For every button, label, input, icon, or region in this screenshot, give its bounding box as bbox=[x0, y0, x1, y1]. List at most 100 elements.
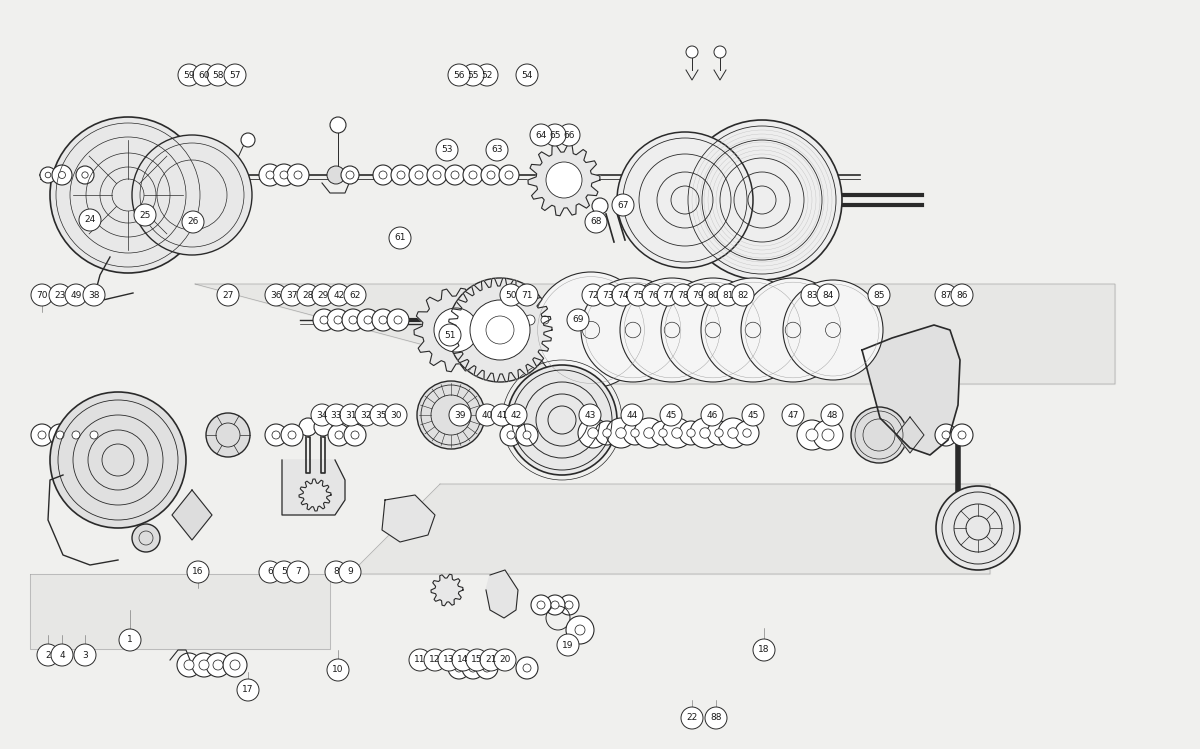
Text: 38: 38 bbox=[89, 291, 100, 300]
Text: 19: 19 bbox=[563, 640, 574, 649]
Circle shape bbox=[334, 316, 342, 324]
Circle shape bbox=[500, 424, 522, 446]
Circle shape bbox=[952, 284, 973, 306]
Circle shape bbox=[505, 171, 514, 179]
Circle shape bbox=[274, 164, 295, 186]
Text: 16: 16 bbox=[192, 568, 204, 577]
Text: 9: 9 bbox=[347, 568, 353, 577]
Text: 18: 18 bbox=[758, 646, 769, 655]
Circle shape bbox=[558, 124, 580, 146]
Circle shape bbox=[625, 322, 641, 338]
Text: 31: 31 bbox=[346, 410, 356, 419]
Circle shape bbox=[782, 404, 804, 426]
Circle shape bbox=[223, 653, 247, 677]
Text: 6: 6 bbox=[268, 568, 272, 577]
Text: 45: 45 bbox=[665, 410, 677, 419]
Circle shape bbox=[340, 404, 362, 426]
Circle shape bbox=[715, 428, 724, 437]
Circle shape bbox=[606, 418, 636, 448]
Circle shape bbox=[418, 381, 485, 449]
Circle shape bbox=[49, 424, 71, 446]
Circle shape bbox=[481, 165, 502, 185]
Circle shape bbox=[206, 653, 230, 677]
Circle shape bbox=[391, 165, 410, 185]
Text: 58: 58 bbox=[212, 70, 223, 79]
Circle shape bbox=[707, 421, 731, 445]
Circle shape bbox=[732, 284, 754, 306]
Circle shape bbox=[445, 165, 466, 185]
Polygon shape bbox=[528, 145, 600, 216]
Circle shape bbox=[415, 171, 424, 179]
Circle shape bbox=[50, 117, 206, 273]
Circle shape bbox=[311, 404, 334, 426]
Circle shape bbox=[132, 524, 160, 552]
Circle shape bbox=[439, 324, 461, 346]
Circle shape bbox=[817, 284, 839, 306]
Circle shape bbox=[341, 166, 359, 184]
Circle shape bbox=[193, 64, 215, 86]
Circle shape bbox=[476, 64, 498, 86]
Circle shape bbox=[935, 284, 958, 306]
Text: 68: 68 bbox=[590, 217, 601, 226]
Circle shape bbox=[187, 561, 209, 583]
Circle shape bbox=[541, 316, 550, 324]
Circle shape bbox=[568, 309, 589, 331]
Text: 52: 52 bbox=[481, 70, 493, 79]
Circle shape bbox=[822, 429, 834, 441]
Circle shape bbox=[462, 657, 484, 679]
Circle shape bbox=[119, 629, 142, 651]
Circle shape bbox=[686, 428, 695, 437]
Circle shape bbox=[551, 601, 559, 609]
Circle shape bbox=[434, 308, 478, 352]
Circle shape bbox=[494, 649, 516, 671]
Circle shape bbox=[38, 431, 46, 439]
Circle shape bbox=[274, 561, 295, 583]
Text: 47: 47 bbox=[787, 410, 799, 419]
Circle shape bbox=[754, 639, 775, 661]
Circle shape bbox=[355, 404, 377, 426]
Text: 53: 53 bbox=[442, 145, 452, 154]
Circle shape bbox=[182, 211, 204, 233]
Circle shape bbox=[958, 431, 966, 439]
Circle shape bbox=[469, 664, 478, 672]
Text: 88: 88 bbox=[710, 714, 721, 723]
Circle shape bbox=[65, 284, 88, 306]
Text: 37: 37 bbox=[287, 291, 298, 300]
Text: 55: 55 bbox=[467, 70, 479, 79]
Circle shape bbox=[505, 404, 527, 426]
Circle shape bbox=[265, 284, 287, 306]
Circle shape bbox=[545, 595, 565, 615]
Circle shape bbox=[312, 284, 334, 306]
Circle shape bbox=[516, 424, 538, 446]
Circle shape bbox=[208, 64, 229, 86]
Circle shape bbox=[714, 46, 726, 58]
Circle shape bbox=[56, 431, 64, 439]
Polygon shape bbox=[350, 484, 990, 574]
Circle shape bbox=[326, 659, 349, 681]
Text: 82: 82 bbox=[737, 291, 749, 300]
Text: 71: 71 bbox=[521, 291, 533, 300]
Text: 34: 34 bbox=[317, 410, 328, 419]
Circle shape bbox=[314, 418, 332, 436]
Circle shape bbox=[742, 404, 764, 426]
Polygon shape bbox=[382, 495, 436, 542]
Circle shape bbox=[745, 322, 761, 338]
Circle shape bbox=[814, 420, 842, 450]
Circle shape bbox=[206, 413, 250, 457]
Circle shape bbox=[199, 660, 209, 670]
Circle shape bbox=[935, 424, 958, 446]
Circle shape bbox=[868, 284, 890, 306]
Polygon shape bbox=[282, 460, 346, 515]
Circle shape bbox=[448, 64, 470, 86]
Circle shape bbox=[797, 420, 827, 450]
Text: 64: 64 bbox=[535, 130, 547, 139]
Text: 86: 86 bbox=[956, 291, 967, 300]
Text: 77: 77 bbox=[662, 291, 673, 300]
Circle shape bbox=[340, 561, 361, 583]
Circle shape bbox=[700, 428, 710, 438]
Circle shape bbox=[470, 300, 530, 360]
Text: 35: 35 bbox=[376, 410, 386, 419]
Circle shape bbox=[50, 644, 73, 666]
Text: 45: 45 bbox=[748, 410, 758, 419]
Polygon shape bbox=[448, 278, 552, 382]
